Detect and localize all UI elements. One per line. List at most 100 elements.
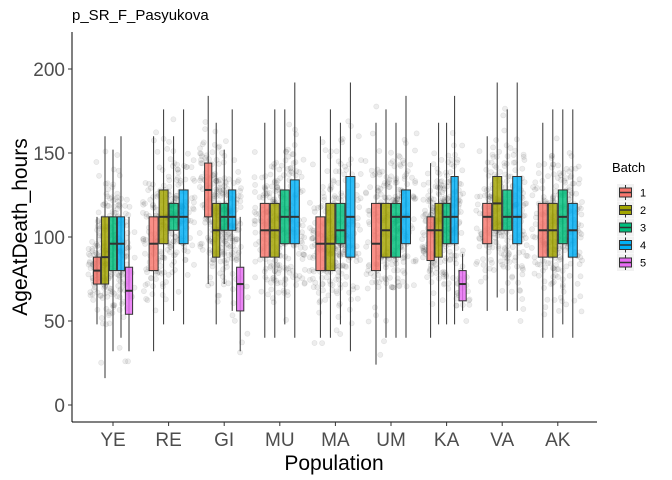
data-point [301,251,308,258]
data-point [520,151,527,158]
data-point [166,249,173,255]
data-point [277,175,284,181]
data-point [237,243,244,250]
data-point [578,222,584,229]
data-point [335,313,342,320]
data-point [520,153,527,160]
data-point [499,261,506,268]
data-point [506,251,512,258]
data-point [224,240,230,247]
data-point [306,199,313,206]
data-point [166,138,172,145]
data-point [140,235,147,242]
data-point [190,175,196,182]
data-point [412,257,419,263]
data-point [299,222,306,229]
data-point [353,284,360,291]
data-point [114,293,121,300]
data-point [367,270,374,277]
data-point [269,275,276,282]
data-point [217,181,223,187]
data-point [159,283,166,290]
data-point [560,169,567,176]
data-point [213,192,220,199]
data-point [310,284,317,290]
data-point [343,263,350,270]
data-point [217,258,224,265]
data-point [553,135,560,142]
data-point [566,150,573,156]
data-point [476,148,483,155]
data-point [425,192,432,199]
data-point [198,150,204,157]
data-point [172,238,179,245]
data-point [131,229,138,235]
data-point [93,159,100,165]
data-point [188,164,195,170]
data-point [197,177,203,184]
data-point [169,163,176,169]
data-point [301,234,308,241]
data-point [322,147,329,154]
data-point [89,245,96,252]
data-point [372,304,378,311]
data-point [183,164,190,170]
data-point [166,177,173,183]
x-tick-label: GI [214,430,234,451]
data-point [244,294,251,301]
data-point [117,294,123,301]
data-point [507,145,514,151]
data-point [510,159,517,166]
data-point [489,151,496,158]
data-point [116,344,123,351]
data-point [356,204,363,210]
data-point [556,307,562,314]
data-point [523,200,530,207]
data-point [450,163,457,169]
data-point [299,187,306,194]
data-point [399,278,406,285]
data-point [532,234,538,241]
data-point [237,188,243,194]
data-point [436,170,443,177]
data-point [309,161,316,168]
data-point [251,209,258,215]
data-point [575,180,582,187]
data-point [220,187,227,194]
box-batch-3 [335,202,346,245]
data-point [439,269,445,276]
data-point [519,165,526,172]
data-point [286,121,293,128]
data-point [350,283,356,289]
data-point [333,195,340,201]
data-point [553,183,560,190]
x-tick-label: MA [321,430,350,451]
data-point [354,197,361,203]
data-point [488,169,494,175]
data-point [474,258,481,265]
data-point [216,184,223,191]
data-point [216,186,223,193]
data-point [334,290,341,297]
data-point [106,308,112,315]
boxes-layer [92,82,578,379]
data-point [244,330,251,337]
data-point [196,184,203,190]
data-point [333,276,339,283]
data-point [228,251,235,258]
data-point [413,130,420,137]
data-point [307,225,313,231]
data-point [142,240,148,247]
data-point [143,213,150,220]
data-point [175,288,182,295]
data-point [215,178,221,185]
data-point [164,145,171,152]
data-point [251,149,258,155]
data-point [111,209,118,216]
data-point [454,156,461,163]
data-point [322,296,329,303]
data-point [497,258,504,265]
data-point [329,287,336,293]
data-point [251,189,258,195]
data-point [209,149,216,156]
